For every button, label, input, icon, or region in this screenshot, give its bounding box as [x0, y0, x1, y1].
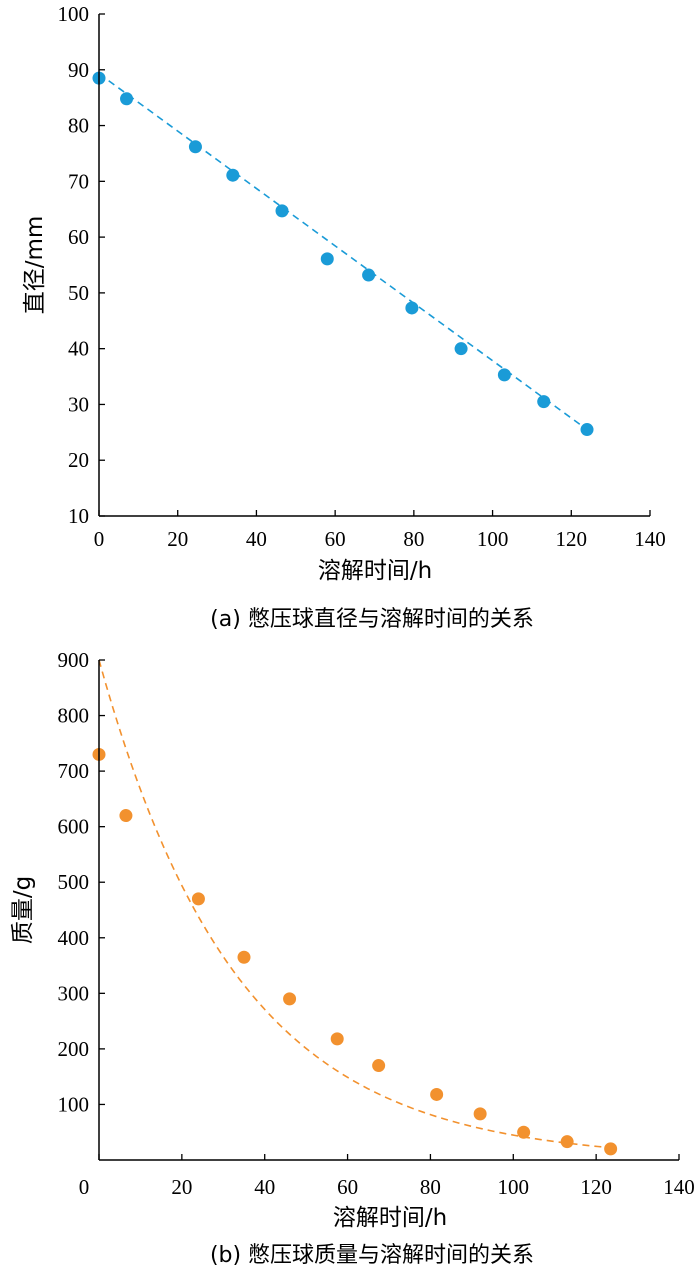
mass-x-axis-label: 溶解时间/h [333, 1205, 447, 1231]
mass-y-tick-label: 300 [58, 981, 90, 1005]
diameter-chart-caption: (a) 憋压球直径与溶解时间的关系 [210, 607, 534, 632]
mass-x-tick-label: 80 [420, 1175, 441, 1199]
mass-data-point [119, 809, 133, 823]
mass-data-point [517, 1125, 531, 1139]
mass-data-point [237, 950, 251, 964]
diameter-data-points [92, 71, 594, 437]
mass-x-tick-label: 40 [254, 1175, 275, 1199]
mass-data-point [191, 892, 205, 906]
diameter-data-point [454, 342, 468, 356]
mass-chart-caption: (b) 憋压球质量与溶解时间的关系 [210, 1243, 534, 1268]
mass-data-point [372, 1059, 386, 1073]
mass-data-point [330, 1032, 344, 1046]
diameter-y-tick-label: 70 [68, 169, 89, 193]
diameter-x-tick-label: 20 [167, 527, 188, 551]
diameter-x-tick-label: 120 [556, 527, 588, 551]
mass-x-tick-label: 140 [663, 1175, 695, 1199]
mass-x-tick-label: 20 [171, 1175, 192, 1199]
diameter-x-tick-label: 80 [403, 527, 424, 551]
diameter-axes: 0 20 40 60 80 100 120 140 10 20 30 40 50 60 70 80 90 100 [58, 2, 666, 551]
diameter-data-point [497, 368, 511, 382]
diameter-x-tick-label: 0 [94, 527, 105, 551]
diameter-data-point [580, 423, 594, 437]
mass-x-tick-label: 100 [498, 1175, 530, 1199]
mass-y-tick-label: 900 [58, 648, 90, 672]
mass-data-point [560, 1135, 574, 1149]
diameter-y-tick-label: 50 [68, 281, 89, 305]
diameter-y-tick-label: 100 [58, 2, 90, 26]
mass-y-tick-label: 600 [58, 815, 90, 839]
diameter-x-tick-label: 40 [246, 527, 267, 551]
diameter-fit-path [98, 73, 588, 431]
diameter-y-tick-label: 90 [68, 58, 89, 82]
diameter-x-tick-label: 140 [634, 527, 666, 551]
mass-y-tick-label: 700 [58, 759, 90, 783]
mass-fit-path [98, 659, 611, 1149]
mass-x-tick-label: 60 [337, 1175, 358, 1199]
mass-y-axis-label: 质量/g [10, 876, 36, 944]
diameter-data-point [188, 140, 202, 154]
diameter-data-point [275, 204, 289, 218]
mass-y-tick-label: 800 [58, 704, 90, 728]
diameter-data-point [320, 252, 334, 266]
diameter-y-tick-label: 30 [68, 392, 89, 416]
diameter-fit-line [98, 73, 588, 431]
diameter-y-tick-label: 40 [68, 337, 89, 361]
mass-y-tick-label: 200 [58, 1037, 90, 1061]
diameter-x-axis-label: 溶解时间/h [318, 558, 432, 584]
diameter-y-axis-label: 直径/mm [22, 216, 48, 315]
mass-x-tick-label: 0 [79, 1175, 90, 1199]
diameter-chart: 0 20 40 60 80 100 120 140102030405060708090100 … [22, 2, 666, 632]
mass-y-tick-label: 400 [58, 926, 90, 950]
mass-y-tick-label: 500 [58, 870, 90, 894]
mass-data-point [283, 992, 297, 1006]
diameter-y-tick-label: 60 [68, 225, 89, 249]
diameter-data-point [362, 268, 376, 282]
diameter-x-tick-label: 100 [477, 527, 509, 551]
mass-fit-curve [98, 659, 611, 1149]
diameter-data-point [226, 168, 240, 182]
mass-data-point [604, 1142, 618, 1156]
diameter-data-point [537, 395, 551, 409]
diameter-data-point [120, 92, 134, 106]
diameter-data-point [405, 301, 419, 315]
diameter-y-tick-label: 20 [68, 448, 89, 472]
mass-data-point [430, 1087, 444, 1101]
mass-axes: 0 20 40 60 80 100 120 140 100 200 300 400 500 600 700 8… [58, 648, 695, 1199]
diameter-x-tick-label: 60 [325, 527, 346, 551]
mass-chart: 0 20 40 60 80 100 120 140 100 200 300 400 500 600 700 8… [10, 648, 695, 1268]
diameter-y-tick-label: 10 [68, 504, 89, 528]
mass-data-point [473, 1107, 487, 1121]
mass-y-tick-label: 100 [58, 1092, 90, 1116]
diameter-y-tick-label: 80 [68, 114, 89, 138]
mass-x-tick-label: 120 [580, 1175, 612, 1199]
mass-data-points [92, 747, 618, 1156]
